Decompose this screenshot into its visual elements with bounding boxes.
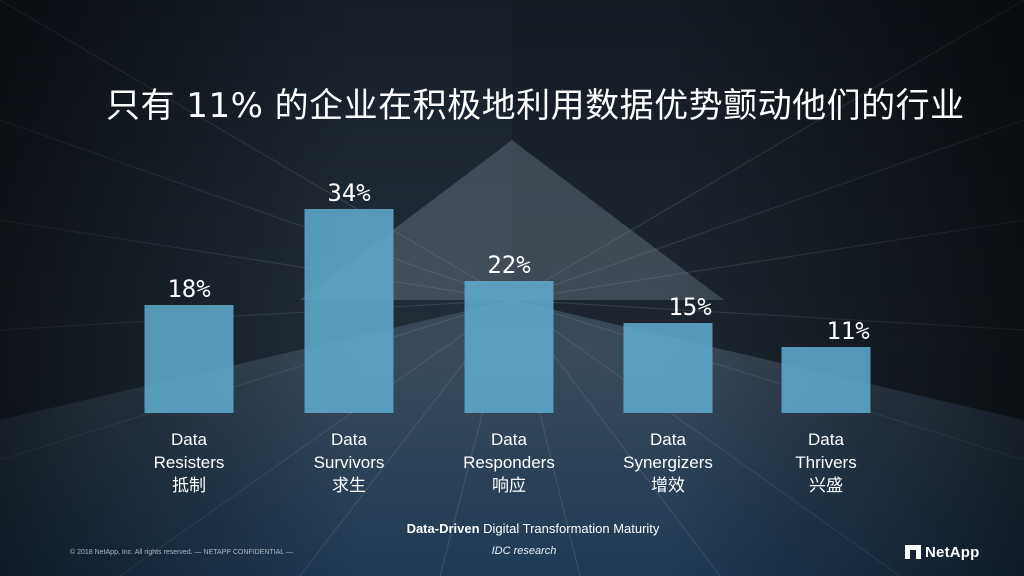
data-label-4: 15%: [668, 293, 712, 321]
category-line3: 响应: [492, 476, 526, 495]
category-label-5: Data Thrivers 兴盛: [756, 428, 896, 497]
category-label-4: Data Synergizers 增效: [598, 428, 738, 497]
netapp-mark-icon: [905, 545, 921, 559]
chart-source: IDC research: [491, 545, 557, 557]
category-line3: 抵制: [172, 476, 206, 495]
logo-text: NetApp: [925, 543, 980, 561]
category-line2: Responders: [463, 453, 555, 472]
category-line1: Data: [171, 430, 207, 449]
category-line2: Resisters: [153, 453, 225, 472]
category-line1: Data: [331, 430, 367, 449]
bar-2: [304, 209, 394, 413]
caption-rest: Digital Transformation Maturity: [479, 521, 660, 536]
category-label-3: Data Responders 响应: [439, 428, 579, 497]
category-line1: Data: [650, 430, 686, 449]
slide-title: 只有 11% 的企业在积极地利用数据优势颤动他们的行业: [106, 86, 965, 126]
caption-bold: Data-Driven: [406, 521, 480, 536]
data-label-5: 11%: [826, 317, 870, 345]
category-line3: 兴盛: [809, 476, 843, 495]
category-line3: 求生: [332, 476, 366, 495]
data-label-3: 22%: [487, 251, 531, 279]
chart-caption: Data-Driven Digital Transformation Matur…: [0, 521, 1024, 536]
category-line3: 增效: [651, 476, 685, 495]
bar-5: [781, 347, 871, 413]
data-label-2: 34%: [327, 179, 371, 207]
bar-3: [464, 281, 554, 413]
category-line1: Data: [808, 430, 844, 449]
category-line2: Thrivers: [795, 453, 857, 472]
bar-4: [623, 323, 713, 413]
copyright-notice: © 2018 NetApp, Inc. All rights reserved.…: [70, 549, 293, 556]
data-label-1: 18%: [167, 275, 211, 303]
category-label-2: Data Survivors 求生: [279, 428, 419, 497]
bar-1: [144, 305, 234, 413]
netapp-logo: NetApp: [905, 542, 980, 562]
category-line2: Survivors: [313, 453, 385, 472]
category-label-1: Data Resisters 抵制: [119, 428, 259, 497]
category-line1: Data: [491, 430, 527, 449]
category-line2: Synergizers: [623, 453, 713, 472]
